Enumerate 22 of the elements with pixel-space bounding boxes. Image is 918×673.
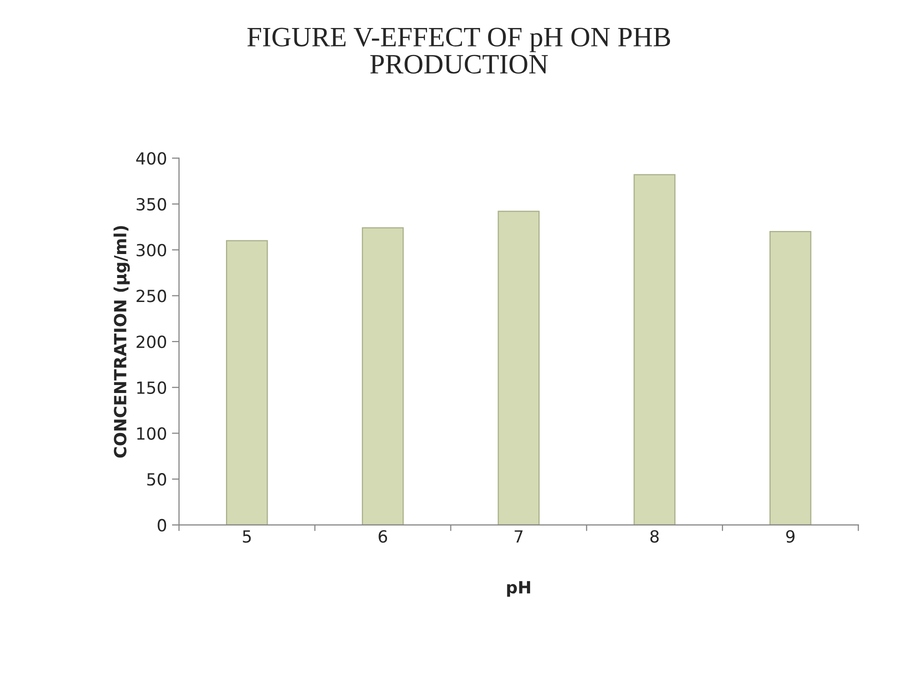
y-tick-label: 50 (147, 473, 166, 486)
x-tick-label: 7 (514, 530, 523, 542)
x-tick-label: 6 (378, 530, 388, 543)
y-tick-label: 0 (158, 518, 166, 532)
y-axis-title: CONCENTRATION (µg/ml) (114, 226, 130, 458)
bar (634, 174, 676, 525)
y-tick-label: 250 (136, 290, 166, 302)
bar (769, 230, 812, 525)
y-tick-label: 150 (137, 381, 166, 394)
y-tick-label: 100 (137, 427, 166, 440)
x-tick-label: 9 (786, 530, 795, 543)
y-tick-label: 400 (136, 152, 166, 165)
x-tick-label: 5 (242, 530, 251, 543)
chart-title: FIGURE V-EFFECT OF pH ON PHB PRODUCTION (247, 28, 670, 74)
bar (498, 210, 540, 525)
y-tick-label: 350 (136, 198, 166, 211)
y-tick-label: 300 (136, 244, 166, 256)
x-tick-label: 8 (650, 530, 659, 543)
bar (226, 240, 268, 525)
bar (362, 227, 404, 525)
y-tick-label: 200 (136, 336, 166, 348)
x-axis-title: pH (507, 581, 530, 597)
